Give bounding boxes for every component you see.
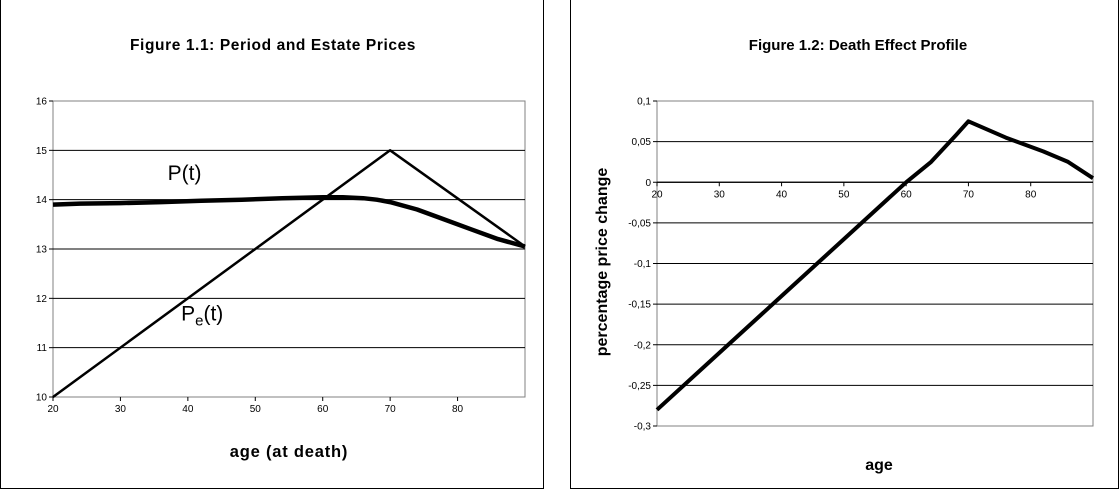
series-line-pt xyxy=(52,194,526,249)
x-tick-label: 60 xyxy=(317,404,329,415)
x-tick-label: 70 xyxy=(385,404,397,415)
x-axis-label: age (at death) xyxy=(230,443,348,461)
chart-title: Figure 1.1: Period and Estate Prices xyxy=(130,37,416,54)
series-line-pet xyxy=(52,149,526,399)
y-tick-label: -0,3 xyxy=(634,422,652,433)
figure-1-2-chart: Figure 1.2: Death Effect Profile 0,1 0,05… xyxy=(594,37,1095,474)
y-tick-label: 14 xyxy=(36,195,48,206)
series-annotation: Pe(t) xyxy=(181,303,223,330)
x-tick-label: 30 xyxy=(115,404,127,415)
x-tick-label: 70 xyxy=(963,189,975,200)
y-tick-label: 12 xyxy=(36,294,48,305)
chart-title: Figure 1.2: Death Effect Profile xyxy=(749,37,967,54)
y-tick-label: 15 xyxy=(36,146,48,157)
x-tick-label: 80 xyxy=(1025,189,1037,200)
x-tick-label: 40 xyxy=(776,189,788,200)
x-tick-label: 80 xyxy=(452,404,464,415)
x-axis-label: age xyxy=(865,457,893,474)
y-tick-label: 0,05 xyxy=(632,137,652,148)
y-tick-label: 10 xyxy=(36,393,48,404)
y-tick-label: 16 xyxy=(36,97,48,108)
x-tick-label: 40 xyxy=(182,404,194,415)
y-tick-label: 11 xyxy=(37,343,48,354)
figure-1-1-panel: Figure 1.1: Period and Estate Prices 10 1… xyxy=(0,0,544,489)
x-tick-label: 30 xyxy=(714,189,726,200)
y-tick-label: -0,15 xyxy=(628,300,651,311)
x-tick-label: 20 xyxy=(47,404,59,415)
y-tick-label: -0,25 xyxy=(628,381,651,392)
series-annotation: P(t) xyxy=(168,162,202,185)
y-tick-label: 13 xyxy=(36,245,48,256)
figure-1-1-chart: Figure 1.1: Period and Estate Prices 10 1… xyxy=(36,37,526,461)
x-tick-label: 50 xyxy=(838,189,850,200)
x-tick-label: 50 xyxy=(250,404,262,415)
y-tick-label: -0,05 xyxy=(628,218,651,229)
series-line-death-effect xyxy=(655,119,1095,412)
y-tick-label: -0,1 xyxy=(634,259,652,270)
y-tick-label: 0,1 xyxy=(637,97,651,108)
y-axis-label: percentage price change xyxy=(594,168,611,357)
x-tick-label: 60 xyxy=(901,189,913,200)
y-tick-label: -0,2 xyxy=(634,340,652,351)
x-tick-label: 20 xyxy=(651,189,663,200)
figure-1-2-panel: Figure 1.2: Death Effect Profile 0,1 0,05… xyxy=(570,0,1119,489)
y-tick-label: 0 xyxy=(645,178,651,189)
